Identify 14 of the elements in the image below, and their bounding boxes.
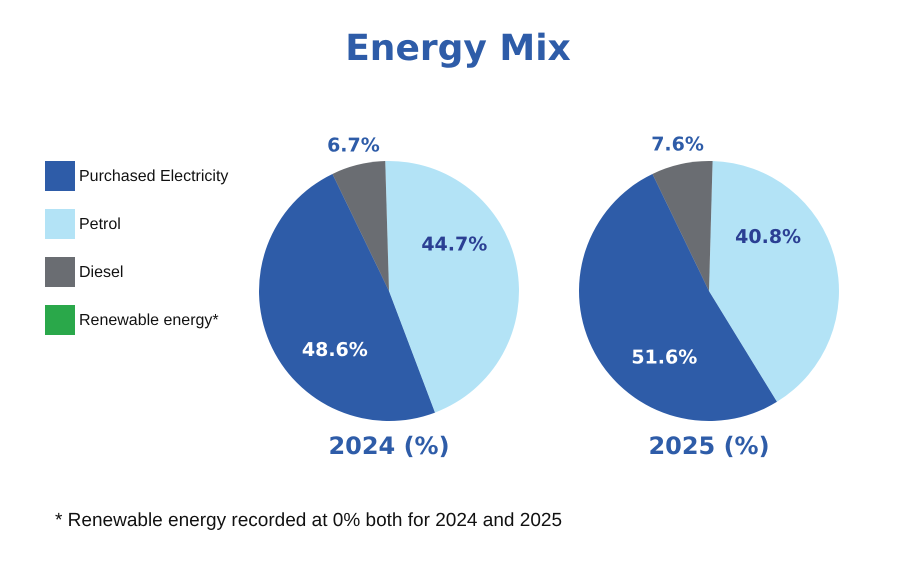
- data-label: 51.6%: [631, 346, 698, 368]
- legend-label: Purchased Electricity: [79, 168, 228, 185]
- legend-label: Renewable energy*: [79, 312, 219, 329]
- text: * Renewable energy recorded at 0% both for 2024 and 2025: [55, 510, 562, 532]
- slice-label: 2025 (%): [648, 432, 770, 460]
- data-label: 7.6%: [651, 133, 704, 156]
- legend-label: Petrol: [79, 216, 121, 233]
- data-label: 40.8%: [735, 226, 802, 248]
- slice-label: 2024 (%): [328, 432, 450, 460]
- legend-label: Diesel: [79, 264, 124, 281]
- data-label: 6.7%: [327, 134, 380, 156]
- data-label: 48.6%: [302, 338, 368, 361]
- chart-title: Energy Mix: [344, 28, 572, 69]
- data-label: 44.7%: [421, 234, 488, 256]
